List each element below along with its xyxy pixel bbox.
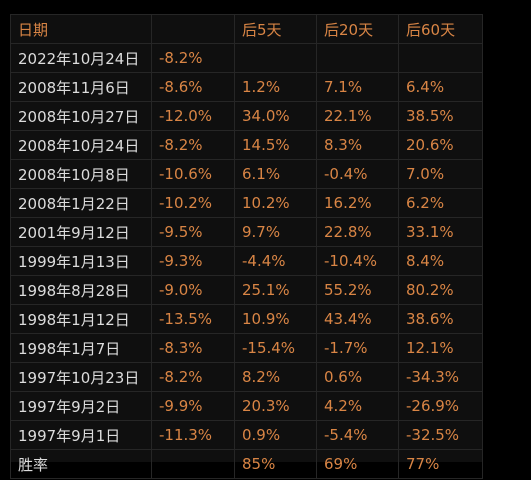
row-after-60-days: -34.3%	[398, 362, 483, 392]
table-row: 1998年8月28日 -9.0% 25.1% 55.2% 80.2%	[10, 275, 483, 305]
table-row: 1998年1月12日 -13.5% 10.9% 43.4% 38.6%	[10, 304, 483, 334]
row-date: 1998年1月12日	[10, 304, 152, 334]
row-drop: -8.6%	[151, 72, 235, 102]
row-date: 2008年1月22日	[10, 188, 152, 218]
row-drop: -13.5%	[151, 304, 235, 334]
row-after-5-days: 9.7%	[234, 217, 317, 247]
row-after-20-days: 43.4%	[316, 304, 399, 334]
table-row: 1997年9月2日 -9.9% 20.3% 4.2% -26.9%	[10, 391, 483, 421]
row-after-60-days: 38.5%	[398, 101, 483, 131]
row-date: 2008年10月8日	[10, 159, 152, 189]
row-after-5-days: -4.4%	[234, 246, 317, 276]
row-after-60-days: -26.9%	[398, 391, 483, 421]
table-row: 2008年11月6日 -8.6% 1.2% 7.1% 6.4%	[10, 72, 483, 102]
row-after-60-days: 8.4%	[398, 246, 483, 276]
row-after-60-days: 80.2%	[398, 275, 483, 305]
row-drop: -11.3%	[151, 420, 235, 450]
row-after-5-days: 8.2%	[234, 362, 317, 392]
row-after-60-days: 33.1%	[398, 217, 483, 247]
summary-row: 胜率 85% 69% 77%	[10, 449, 483, 479]
row-date: 1997年9月2日	[10, 391, 152, 421]
row-drop: -8.3%	[151, 333, 235, 363]
header-after-5-days: 后5天	[234, 14, 317, 44]
row-date: 1997年9月1日	[10, 420, 152, 450]
row-after-5-days: 10.2%	[234, 188, 317, 218]
row-after-20-days: 22.1%	[316, 101, 399, 131]
row-drop: -12.0%	[151, 101, 235, 131]
row-after-5-days: -15.4%	[234, 333, 317, 363]
row-date: 1997年10月23日	[10, 362, 152, 392]
row-after-20-days: 22.8%	[316, 217, 399, 247]
row-after-20-days: 7.1%	[316, 72, 399, 102]
header-date: 日期	[10, 14, 152, 44]
header-drop	[151, 14, 235, 44]
row-date: 2022年10月24日	[10, 43, 152, 73]
row-after-20-days: 55.2%	[316, 275, 399, 305]
drop-returns-table: 日期 后5天 后20天 后60天 2022年10月24日 -8.2% 2008年11…	[10, 14, 483, 479]
row-after-5-days: 0.9%	[234, 420, 317, 450]
row-date: 2008年11月6日	[10, 72, 152, 102]
summary-label: 胜率	[10, 449, 152, 479]
row-after-5-days	[234, 43, 317, 73]
table-row: 2008年10月8日 -10.6% 6.1% -0.4% 7.0%	[10, 159, 483, 189]
row-after-60-days: 6.4%	[398, 72, 483, 102]
data-table-panel: 日期 后5天 后20天 后60天 2022年10月24日 -8.2% 2008年11…	[10, 14, 483, 479]
row-date: 2008年10月24日	[10, 130, 152, 160]
row-after-20-days: -10.4%	[316, 246, 399, 276]
row-after-20-days: 4.2%	[316, 391, 399, 421]
summary-after-5-days: 85%	[234, 449, 317, 479]
row-date: 1999年1月13日	[10, 246, 152, 276]
row-drop: -8.2%	[151, 43, 235, 73]
table-header-row: 日期 后5天 后20天 后60天	[10, 14, 483, 44]
row-after-60-days: -32.5%	[398, 420, 483, 450]
row-after-20-days: 0.6%	[316, 362, 399, 392]
row-after-5-days: 25.1%	[234, 275, 317, 305]
table-row: 1997年9月1日 -11.3% 0.9% -5.4% -32.5%	[10, 420, 483, 450]
row-after-20-days: -1.7%	[316, 333, 399, 363]
table-row: 1998年1月7日 -8.3% -15.4% -1.7% 12.1%	[10, 333, 483, 363]
table-row: 2001年9月12日 -9.5% 9.7% 22.8% 33.1%	[10, 217, 483, 247]
summary-drop	[151, 449, 235, 479]
row-drop: -9.5%	[151, 217, 235, 247]
row-after-5-days: 1.2%	[234, 72, 317, 102]
table-row: 2022年10月24日 -8.2%	[10, 43, 483, 73]
row-after-20-days: -5.4%	[316, 420, 399, 450]
table-row: 1997年10月23日 -8.2% 8.2% 0.6% -34.3%	[10, 362, 483, 392]
header-after-60-days: 后60天	[398, 14, 483, 44]
row-after-20-days: 16.2%	[316, 188, 399, 218]
row-after-5-days: 34.0%	[234, 101, 317, 131]
row-after-20-days	[316, 43, 399, 73]
row-date: 2008年10月27日	[10, 101, 152, 131]
table-row: 1999年1月13日 -9.3% -4.4% -10.4% 8.4%	[10, 246, 483, 276]
row-after-5-days: 20.3%	[234, 391, 317, 421]
row-after-60-days: 38.6%	[398, 304, 483, 334]
row-drop: -10.2%	[151, 188, 235, 218]
row-drop: -9.9%	[151, 391, 235, 421]
row-after-60-days: 6.2%	[398, 188, 483, 218]
row-after-5-days: 14.5%	[234, 130, 317, 160]
row-after-20-days: -0.4%	[316, 159, 399, 189]
row-after-5-days: 10.9%	[234, 304, 317, 334]
summary-after-60-days: 77%	[398, 449, 483, 479]
row-after-5-days: 6.1%	[234, 159, 317, 189]
row-drop: -9.0%	[151, 275, 235, 305]
table-row: 2008年10月24日 -8.2% 14.5% 8.3% 20.6%	[10, 130, 483, 160]
row-drop: -9.3%	[151, 246, 235, 276]
row-after-20-days: 8.3%	[316, 130, 399, 160]
row-drop: -8.2%	[151, 130, 235, 160]
summary-after-20-days: 69%	[316, 449, 399, 479]
row-after-60-days: 20.6%	[398, 130, 483, 160]
row-date: 2001年9月12日	[10, 217, 152, 247]
row-date: 1998年1月7日	[10, 333, 152, 363]
table-row: 2008年10月27日 -12.0% 34.0% 22.1% 38.5%	[10, 101, 483, 131]
row-date: 1998年8月28日	[10, 275, 152, 305]
row-drop: -8.2%	[151, 362, 235, 392]
row-after-60-days: 7.0%	[398, 159, 483, 189]
table-row: 2008年1月22日 -10.2% 10.2% 16.2% 6.2%	[10, 188, 483, 218]
row-after-60-days	[398, 43, 483, 73]
header-after-20-days: 后20天	[316, 14, 399, 44]
row-after-60-days: 12.1%	[398, 333, 483, 363]
row-drop: -10.6%	[151, 159, 235, 189]
